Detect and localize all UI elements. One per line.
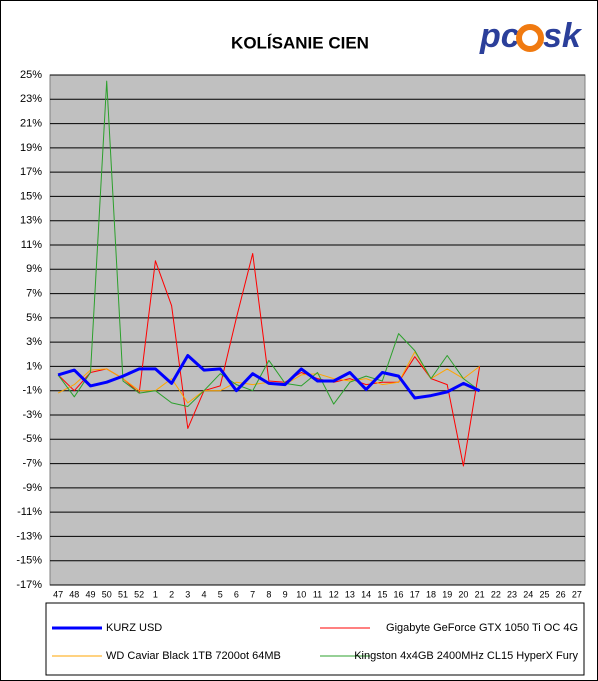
x-tick-label: 12	[329, 589, 339, 599]
series-line	[57, 253, 481, 467]
x-tick-label: 10	[296, 589, 306, 599]
y-tick-label: 17%	[20, 166, 42, 178]
x-tick-label: 14	[361, 589, 371, 599]
y-tick-label: -5%	[22, 433, 42, 445]
x-tick-label: 16	[394, 589, 404, 599]
x-tick-label: 7	[250, 589, 255, 599]
y-tick-label: 15%	[20, 190, 42, 202]
x-tick-label: 1	[153, 589, 158, 599]
y-tick-label: -1%	[22, 385, 42, 397]
x-tick-label: 17	[410, 589, 420, 599]
x-tick-label: 2	[169, 589, 174, 599]
y-tick-label: 3%	[26, 336, 42, 348]
y-tick-label: -7%	[22, 457, 42, 469]
series-line	[57, 354, 481, 400]
x-tick-label: 23	[507, 589, 517, 599]
y-tick-label: -13%	[16, 530, 42, 542]
y-tick-label: -3%	[22, 409, 42, 421]
series-line	[57, 80, 480, 407]
legend-label: WD Caviar Black 1TB 7200ot 64MB	[106, 650, 281, 662]
x-tick-label: 6	[234, 589, 239, 599]
x-tick-label: 51	[118, 589, 128, 599]
x-tick-label: 13	[345, 589, 355, 599]
y-tick-label: 9%	[26, 263, 42, 275]
x-tick-label: 25	[539, 589, 549, 599]
logo-text: pc	[479, 17, 520, 55]
x-tick-label: 21	[475, 589, 485, 599]
legend-label: Gigabyte GeForce GTX 1050 Ti OC 4G	[386, 622, 578, 634]
logo-flame	[516, 24, 544, 52]
y-tick-label: 25%	[20, 69, 42, 81]
y-tick-label: 13%	[20, 215, 42, 227]
y-tick-label: 7%	[26, 287, 42, 299]
x-tick-label: 52	[134, 589, 144, 599]
x-tick-label: 49	[86, 589, 96, 599]
plot-area	[49, 74, 586, 586]
x-tick-label: 27	[572, 589, 582, 599]
legend	[45, 602, 585, 676]
x-tick-label: 11	[313, 589, 322, 599]
legend-label: Kingston 4x4GB 2400MHz CL15 HyperX Fury	[354, 650, 578, 662]
x-tick-label: 22	[491, 589, 501, 599]
x-tick-label: 4	[202, 589, 207, 599]
x-tick-label: 50	[102, 589, 112, 599]
legend-label: KURZ USD	[106, 622, 162, 634]
y-tick-label: 5%	[26, 312, 42, 324]
chart-title: KOLÍSANIE CIEN	[231, 33, 369, 52]
x-tick-label: 3	[185, 589, 190, 599]
x-tick-label: 8	[266, 589, 271, 599]
y-tick-label: 1%	[26, 360, 42, 372]
x-tick-label: 5	[218, 589, 223, 599]
x-tick-label: 24	[523, 589, 533, 599]
x-tick-label: 9	[283, 589, 288, 599]
y-tick-label: -9%	[22, 482, 42, 494]
y-tick-label: -11%	[17, 506, 42, 518]
y-tick-label: 11%	[21, 239, 42, 251]
x-tick-label: 15	[377, 589, 387, 599]
y-tick-label: 19%	[20, 142, 42, 154]
x-tick-label: 19	[442, 589, 452, 599]
y-tick-label: -17%	[16, 579, 42, 591]
x-tick-label: 18	[426, 589, 436, 599]
y-tick-label: 21%	[20, 117, 42, 129]
logo-text: sk	[543, 17, 583, 55]
y-tick-label: -15%	[16, 555, 42, 567]
x-tick-label: 26	[556, 589, 566, 599]
x-tick-label: 47	[53, 589, 63, 599]
x-tick-label: 20	[458, 589, 468, 599]
y-tick-label: 23%	[20, 93, 42, 105]
x-tick-label: 48	[69, 589, 79, 599]
logo: pc sk	[479, 17, 583, 55]
